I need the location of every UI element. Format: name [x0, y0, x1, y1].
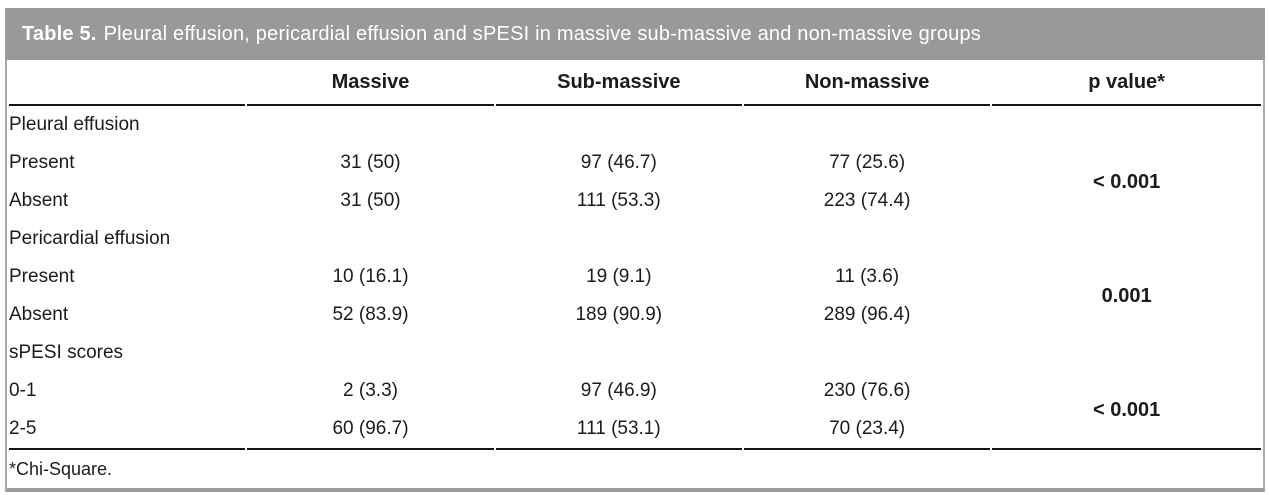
- table-title-bar: Table 5. Pleural effusion, pericardial e…: [5, 8, 1265, 60]
- cell-nonmassive: 77 (25.6): [829, 152, 906, 173]
- cell-pvalue: < 0.001: [992, 372, 1261, 450]
- header-row: Massive Sub-massive Non-massive p value*: [9, 60, 1261, 106]
- column-header-pvalue: p value*: [992, 60, 1261, 106]
- cell-submassive: 111 (53.3): [576, 190, 661, 211]
- cell-submassive: 97 (46.7): [580, 152, 657, 173]
- cell-massive: 31 (50): [340, 152, 401, 173]
- row-label: Absent: [9, 304, 69, 325]
- row-label: Present: [9, 266, 75, 287]
- column-header-submassive: Sub-massive: [495, 60, 742, 106]
- section-header-row: sPESI scores: [9, 334, 1261, 372]
- cell-pvalue: 0.001: [1101, 284, 1152, 307]
- column-header-massive: Massive: [247, 60, 494, 106]
- section-header-row: Pericardial effusion: [9, 220, 1261, 258]
- section-label-pericardial: Pericardial effusion: [9, 228, 171, 249]
- section-header-row: Pleural effusion: [9, 106, 1261, 144]
- cell-nonmassive: 230 (76.6): [823, 380, 911, 401]
- section-label-pleural: Pleural effusion: [9, 114, 140, 135]
- cell-pvalue: < 0.001: [1092, 170, 1161, 193]
- cell-nonmassive: 70 (23.4): [743, 410, 991, 450]
- cell-massive: 52 (83.9): [332, 304, 409, 325]
- cell-massive: 31 (50): [340, 190, 401, 211]
- data-table: Massive Sub-massive Non-massive p value*…: [7, 60, 1263, 488]
- table-row: Absent 31 (50) 111 (53.3) 223 (74.4): [9, 182, 1261, 220]
- table-container: Massive Sub-massive Non-massive p value*…: [5, 60, 1265, 492]
- cell-submassive: 19 (9.1): [586, 266, 652, 287]
- row-label: Absent: [9, 190, 69, 211]
- row-label: 0-1: [9, 380, 37, 401]
- table-row: 2-5 60 (96.7) 111 (53.1) 70 (23.4): [9, 410, 1261, 450]
- cell-massive: 2 (3.3): [343, 380, 398, 401]
- row-label: 2-5: [9, 410, 246, 450]
- table-number: Table 5.: [22, 22, 97, 45]
- section-label-spesi: sPESI scores: [9, 342, 124, 363]
- cell-submassive: 189 (90.9): [575, 304, 663, 325]
- column-header-rowlabel: [9, 60, 246, 106]
- table-row: 0-1 2 (3.3) 97 (46.9) 230 (76.6) < 0.001: [9, 372, 1261, 450]
- cell-massive: 10 (16.1): [332, 266, 409, 287]
- cell-submassive: 111 (53.1): [495, 410, 742, 450]
- cell-nonmassive: 289 (96.4): [823, 304, 911, 325]
- cell-nonmassive: 11 (3.6): [835, 266, 900, 287]
- footnote: *Chi-Square.: [9, 458, 113, 479]
- cell-nonmassive: 223 (74.4): [823, 190, 911, 211]
- table-title: Pleural effusion, pericardial effusion a…: [103, 22, 981, 45]
- table-row: Present 31 (50) 97 (46.7) 77 (25.6) < 0.…: [9, 144, 1261, 193]
- footnote-row: *Chi-Square.: [9, 450, 1261, 488]
- column-header-nonmassive: Non-massive: [743, 60, 991, 106]
- table-row: Present 10 (16.1) 19 (9.1) 11 (3.6) 0.00…: [9, 258, 1261, 307]
- table-row: Absent 52 (83.9) 189 (90.9) 289 (96.4): [9, 296, 1261, 334]
- cell-massive: 60 (96.7): [247, 410, 494, 450]
- cell-submassive: 97 (46.9): [580, 380, 657, 401]
- row-label: Present: [9, 152, 75, 173]
